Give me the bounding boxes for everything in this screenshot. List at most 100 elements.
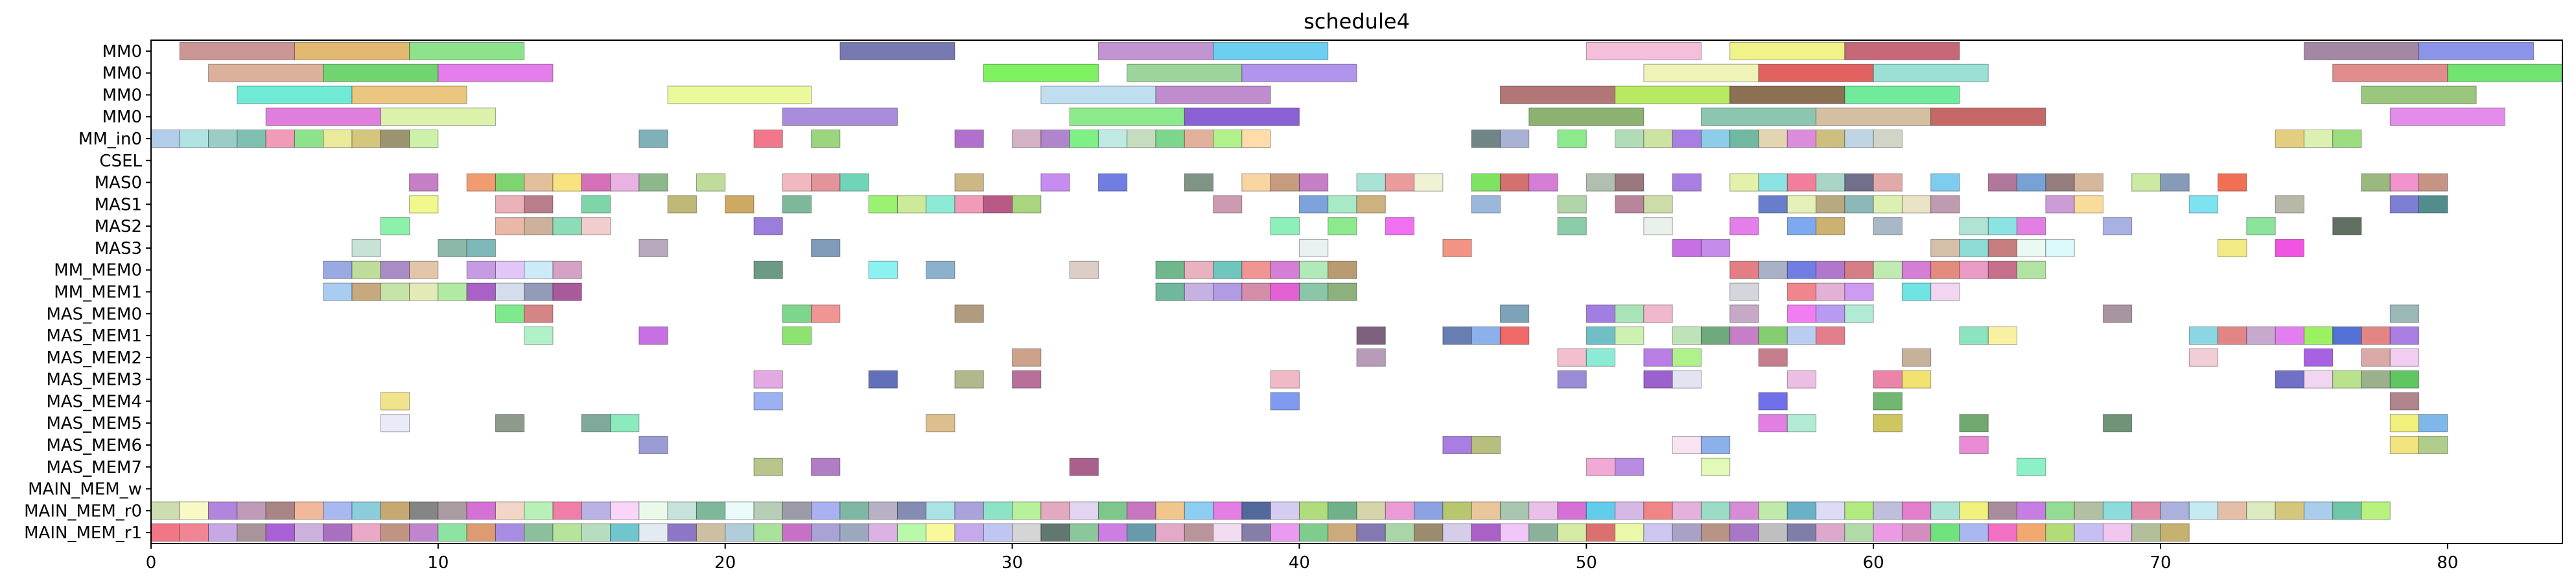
task-bar bbox=[2131, 501, 2161, 520]
task-bar bbox=[409, 41, 525, 60]
task-bar bbox=[351, 86, 467, 104]
task-bar bbox=[1414, 173, 1444, 192]
task-bar bbox=[1528, 501, 1558, 520]
task-bar bbox=[1069, 501, 1099, 520]
task-bar bbox=[409, 501, 439, 520]
row-label: MM0 bbox=[102, 86, 142, 105]
task-bar bbox=[1729, 304, 1759, 323]
task-bar bbox=[1586, 173, 1616, 192]
task-bar bbox=[2246, 501, 2276, 520]
task-bar bbox=[1040, 130, 1070, 148]
task-bar bbox=[638, 238, 668, 257]
task-bar bbox=[1328, 282, 1357, 301]
x-tick-label: 30 bbox=[1001, 553, 1023, 573]
task-bar bbox=[1873, 392, 1903, 411]
task-bar bbox=[2017, 173, 2046, 192]
task-bar bbox=[1586, 348, 1616, 367]
task-bar bbox=[1615, 130, 1645, 148]
task-bar bbox=[1873, 414, 1903, 433]
task-bar bbox=[2188, 195, 2219, 214]
task-bar bbox=[552, 260, 582, 279]
task-bar bbox=[380, 260, 410, 279]
task-bar bbox=[1959, 435, 1989, 454]
task-bar bbox=[1987, 523, 2018, 542]
task-bar bbox=[1298, 173, 1329, 192]
task-bar bbox=[150, 523, 180, 542]
task-bar bbox=[667, 501, 697, 520]
task-bar bbox=[1816, 326, 1845, 345]
task-bar bbox=[1700, 130, 1731, 148]
task-bar bbox=[782, 501, 812, 520]
task-bar bbox=[610, 501, 640, 520]
task-bar bbox=[1615, 86, 1731, 104]
task-bar bbox=[1930, 523, 1960, 542]
task-bar bbox=[351, 260, 381, 279]
task-bar bbox=[1040, 86, 1156, 104]
task-bar bbox=[438, 238, 467, 257]
task-bar bbox=[237, 130, 266, 148]
task-bar bbox=[811, 304, 841, 323]
task-bar bbox=[2246, 217, 2276, 236]
task-bar bbox=[1930, 195, 1960, 214]
task-bar bbox=[896, 195, 927, 214]
x-tick-label: 10 bbox=[427, 553, 449, 573]
row-label: MAIN_MEM_r0 bbox=[24, 501, 142, 521]
task-bar bbox=[1499, 501, 1530, 520]
task-bar bbox=[237, 523, 266, 542]
row-label: MAIN_MEM_r1 bbox=[24, 523, 142, 543]
task-bar bbox=[524, 195, 554, 214]
chart-title: schedule4 bbox=[1304, 9, 1410, 34]
task-bar bbox=[1127, 523, 1156, 542]
task-bar bbox=[2074, 195, 2103, 214]
task-bar bbox=[1328, 217, 1357, 236]
task-bar bbox=[954, 370, 984, 389]
task-bar bbox=[1729, 523, 1759, 542]
task-bar bbox=[696, 523, 726, 542]
task-bar bbox=[1385, 523, 1415, 542]
task-bar bbox=[1155, 130, 1185, 148]
task-bar bbox=[1012, 195, 1042, 214]
task-bar bbox=[466, 238, 496, 257]
task-bar bbox=[638, 130, 668, 148]
task-bar bbox=[1615, 173, 1645, 192]
task-bar bbox=[2246, 326, 2276, 345]
task-bar bbox=[409, 173, 439, 192]
task-bar bbox=[782, 304, 812, 323]
task-bar bbox=[2131, 523, 2161, 542]
task-bar bbox=[1069, 457, 1099, 476]
task-bar bbox=[265, 501, 295, 520]
task-bar bbox=[1758, 414, 1788, 433]
row-label: MM0 bbox=[102, 42, 142, 62]
task-bar bbox=[926, 195, 955, 214]
task-bar bbox=[1672, 435, 1702, 454]
task-bar bbox=[2389, 108, 2505, 126]
row-label: CSEL bbox=[99, 152, 142, 171]
task-bar bbox=[782, 173, 812, 192]
task-bar bbox=[2389, 173, 2420, 192]
task-bar bbox=[1385, 501, 1415, 520]
task-bar bbox=[1557, 130, 1587, 148]
task-bar bbox=[2275, 370, 2304, 389]
task-bar bbox=[1097, 173, 1128, 192]
task-bar bbox=[1184, 108, 1300, 126]
task-bar bbox=[2160, 523, 2190, 542]
task-bar bbox=[2188, 348, 2219, 367]
task-bar bbox=[409, 195, 439, 214]
task-bar bbox=[552, 282, 582, 301]
task-bar bbox=[868, 260, 898, 279]
task-bar bbox=[1901, 523, 1932, 542]
task-bar bbox=[1901, 370, 1932, 389]
task-bar bbox=[1987, 217, 2018, 236]
task-bar bbox=[1356, 523, 1386, 542]
task-bar bbox=[1729, 326, 1759, 345]
task-bar bbox=[1328, 260, 1357, 279]
task-bar bbox=[610, 414, 640, 433]
row-label: MM_MEM0 bbox=[54, 261, 142, 280]
task-bar bbox=[2303, 41, 2420, 60]
task-bar bbox=[725, 195, 755, 214]
task-bar bbox=[811, 130, 841, 148]
task-bar bbox=[1643, 63, 1759, 82]
task-bar bbox=[1959, 501, 1989, 520]
task-bar bbox=[1672, 130, 1702, 148]
row-label: MAS_MEM5 bbox=[46, 414, 142, 433]
